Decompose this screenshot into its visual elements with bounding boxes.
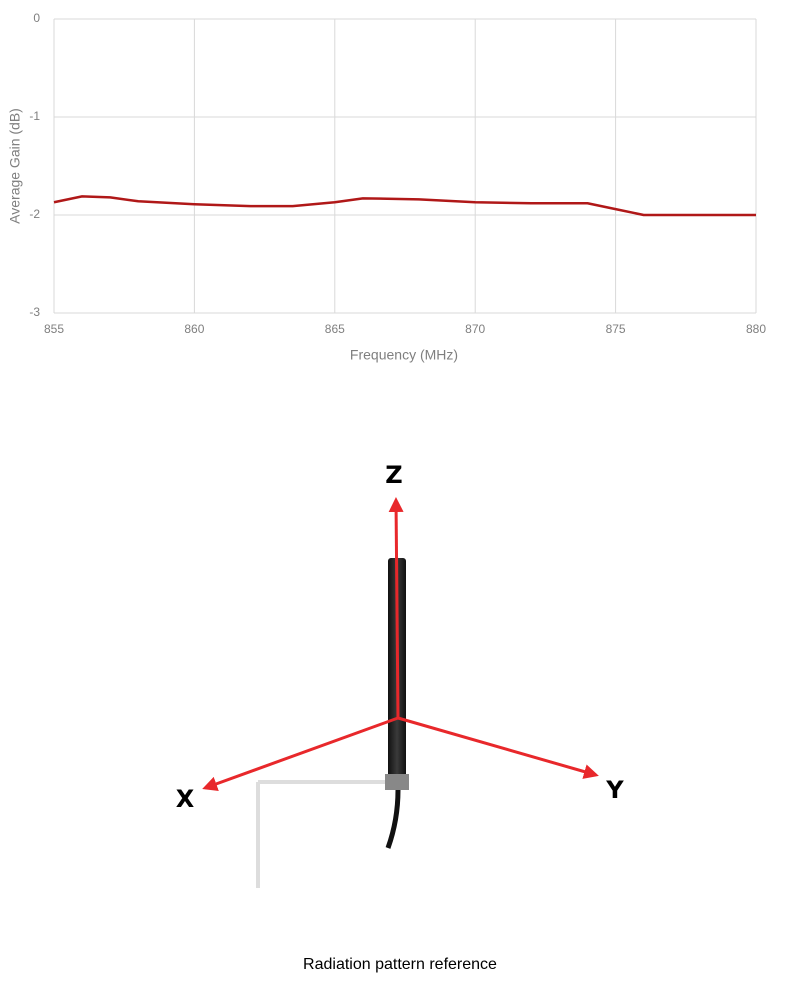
z-arrow [388,497,404,719]
x-axis-label: Frequency (MHz) [350,347,458,363]
y-arrow [397,716,599,779]
caption: Radiation pattern reference [303,956,497,973]
bracket [256,780,390,888]
y-label: Y [605,776,624,804]
antenna-base [385,774,409,790]
x-tick-label: 870 [465,322,485,336]
y-tick-label: 0 [33,11,40,25]
y-tick-label: -2 [29,207,40,221]
y-axis-label: Average Gain (dB) [7,108,23,224]
chart: 0 -1 -2 -3 855 860 865 870 875 880 [29,11,766,336]
x-tick-label: 855 [44,322,64,336]
x-label: X [176,785,195,813]
z-label: Z [385,461,402,489]
cable [385,789,401,849]
x-tick-label: 865 [325,322,345,336]
antenna-figure: Z X Y [176,461,624,888]
y-tick-label: -1 [29,109,40,123]
x-tick-label: 880 [746,322,766,336]
x-tick-label: 860 [184,322,204,336]
y-tick-label: -3 [29,305,40,319]
x-tick-label: 875 [606,322,626,336]
data-line [53,195,756,217]
x-arrow [202,716,399,791]
